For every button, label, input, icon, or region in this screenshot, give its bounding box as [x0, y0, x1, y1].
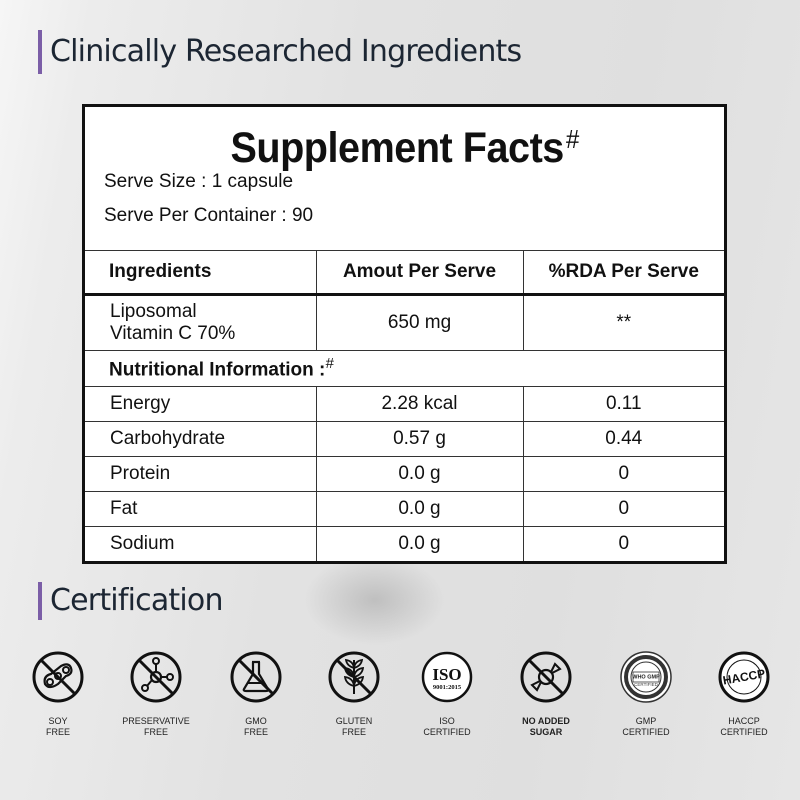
cert-no-added-sugar: NO ADDED SUGAR	[491, 650, 601, 738]
nutrient-amount: 0.0 g	[315, 526, 524, 561]
cert-label: SOY FREE	[45, 716, 70, 737]
nutrition-header-mark: #	[325, 355, 334, 373]
ingredient-name: Liposomal Vitamin C 70%	[85, 294, 317, 351]
preservative-free-icon	[130, 651, 182, 703]
nutrient-amount: 0.0 g	[315, 456, 524, 492]
nutrient-rda: 0.44	[522, 421, 724, 457]
cert-label: HACCP CERTIFIED	[720, 716, 768, 737]
column-header-rda: %RDA Per Serve	[522, 250, 724, 296]
cert-soy-free: SOY FREE	[3, 650, 113, 738]
no-added-sugar-icon	[520, 651, 572, 703]
nutrient-name: Protein	[85, 456, 317, 492]
certification-icons: SOY FREE PRESERVATIVE FREE GMO FREE	[0, 650, 800, 740]
facts-table: Ingredients Amout Per Serve %RDA Per Ser…	[85, 250, 724, 561]
cert-gluten-free: GLUTEN FREE	[299, 650, 409, 738]
cert-label: GMO FREE	[243, 716, 268, 737]
cert-haccp: HACCP HACCP CERTIFIED	[689, 650, 799, 738]
certification-heading-text: Certification	[50, 583, 223, 618]
nutrient-name: Carbohydrate	[85, 421, 317, 457]
table-row: Carbohydrate 0.57 g 0.44	[85, 421, 724, 457]
cert-label: NO ADDED SUGAR	[522, 716, 570, 737]
soy-free-icon	[32, 651, 84, 703]
nutrient-name: Energy	[85, 386, 317, 422]
nutrient-name: Sodium	[85, 526, 317, 561]
iso-badge-sub: 9001:2015	[433, 684, 462, 691]
nutrition-section-row: Nutritional Information :#	[85, 350, 724, 387]
haccp-certified-icon: HACCP	[718, 651, 770, 703]
nutrient-rda: 0.11	[522, 386, 724, 422]
table-row: Protein 0.0 g 0	[85, 456, 724, 492]
ingredient-name-line1: Liposomal	[110, 301, 197, 322]
iso-badge-text: ISO	[432, 665, 461, 684]
facts-title-text: Supplement Facts	[230, 124, 564, 172]
table-header-row: Ingredients Amout Per Serve %RDA Per Ser…	[85, 250, 724, 296]
cert-preservative-free: PRESERVATIVE FREE	[101, 650, 211, 738]
nutrient-amount: 2.28 kcal	[315, 386, 524, 422]
gmo-free-icon	[230, 651, 282, 703]
cert-gmo-free: GMO FREE	[201, 650, 311, 738]
column-header-amount: Amout Per Serve	[315, 250, 524, 296]
table-row: Liposomal Vitamin C 70% 650 mg **	[85, 294, 724, 351]
supplement-facts-title: Supplement Facts#	[111, 113, 699, 172]
nutrient-amount: 0.0 g	[315, 491, 524, 527]
serve-size: Serve Size : 1 capsule	[104, 171, 294, 192]
nutrition-header-text: Nutritional Information :	[109, 359, 326, 381]
accent-bar	[38, 582, 42, 620]
ingredients-heading: Clinically Researched Ingredients	[38, 30, 522, 74]
table-row: Sodium 0.0 g 0	[85, 526, 724, 561]
cert-label: PRESERVATIVE FREE	[122, 716, 190, 737]
nutrient-name: Fat	[85, 491, 317, 527]
table-row: Energy 2.28 kcal 0.11	[85, 386, 724, 422]
ingredients-heading-text: Clinically Researched Ingredients	[50, 34, 522, 69]
cert-label: GMP CERTIFIED	[622, 716, 670, 737]
nutrient-amount: 0.57 g	[315, 421, 524, 457]
gmp-badge-sub: CERTIFIED	[634, 682, 658, 687]
gmp-badge-text: WHO GMP	[632, 675, 660, 681]
cert-label: ISO CERTIFIED	[423, 716, 471, 737]
ingredient-name-line2: Vitamin C 70%	[110, 323, 236, 344]
facts-title-mark: #	[565, 124, 579, 154]
nutrient-rda: 0	[522, 456, 724, 492]
certification-heading: Certification	[38, 582, 223, 620]
ingredient-amount: 650 mg	[315, 294, 524, 351]
cert-label: GLUTEN FREE	[335, 716, 373, 737]
cert-gmp: WHO GMP CERTIFIED GMP CERTIFIED	[591, 650, 701, 738]
nutrition-header: Nutritional Information :#	[85, 350, 724, 387]
gmp-certified-icon: WHO GMP CERTIFIED	[620, 651, 672, 703]
nutrient-rda: 0	[522, 491, 724, 527]
column-header-ingredients: Ingredients	[85, 250, 317, 296]
gluten-free-icon	[328, 651, 380, 703]
table-row: Fat 0.0 g 0	[85, 491, 724, 527]
accent-bar	[38, 30, 42, 74]
serve-per-container: Serve Per Container : 90	[104, 205, 314, 226]
iso-certified-icon: ISO 9001:2015	[421, 651, 473, 703]
cert-iso: ISO 9001:2015 ISO CERTIFIED	[392, 650, 502, 738]
ingredient-rda: **	[522, 294, 724, 351]
supplement-facts-panel: Supplement Facts# Serve Size : 1 capsule…	[82, 104, 727, 564]
nutrient-rda: 0	[522, 526, 724, 561]
